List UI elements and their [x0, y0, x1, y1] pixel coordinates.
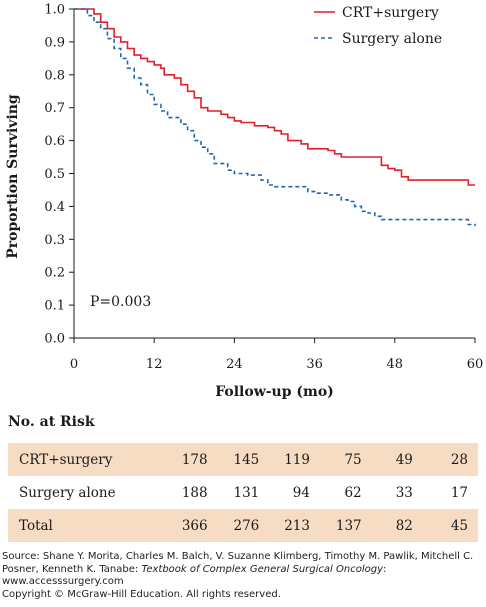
y-axis-title: Proportion Surviving	[5, 94, 21, 259]
source-colon: :	[383, 563, 387, 575]
risk-cell: 213	[259, 509, 310, 542]
y-tick-label: 0.0	[44, 332, 65, 347]
y-tick-label: 0.1	[44, 299, 65, 314]
y-tick-label: 0.6	[44, 134, 65, 149]
risk-cell: 45	[412, 509, 478, 542]
x-tick-label: 60	[467, 357, 484, 372]
risk-cell: 137	[309, 509, 362, 542]
source-authors: Source: Shane Y. Morita, Charles M. Balc…	[2, 551, 474, 575]
risk-cell: 62	[344, 484, 362, 501]
x-tick-label: 36	[306, 357, 323, 372]
y-tick-label: 1.0	[44, 3, 65, 18]
survival-chart: 0.0 0.1 0.2 0.3 0.4 0.5 0.6 0.7 0.8 0.9 1.0 0 12 24 36…	[5, 3, 484, 401]
risk-cell: 82	[361, 509, 413, 542]
source-book-title: Textbook of Complex General Surgical Onc…	[141, 563, 383, 575]
series-line-crt-surgery	[74, 8, 475, 186]
risk-row-total: Total 366 276 213 137 82 45	[8, 509, 478, 542]
risk-cell: 119	[259, 443, 310, 476]
risk-cell: 94	[292, 484, 310, 501]
x-axis-title: Follow-up (mo)	[215, 384, 334, 400]
p-value-annotation: P=0.003	[90, 294, 151, 310]
risk-row-label: Total	[8, 509, 167, 542]
y-tick-label: 0.9	[44, 35, 65, 50]
y-tick-label: 0.8	[44, 68, 65, 83]
risk-row-crt-surgery: CRT+surgery 178 145 119 75 49 28	[8, 443, 478, 476]
risk-cell: 188	[181, 484, 208, 501]
x-tick-label: 48	[387, 357, 404, 372]
risk-row-label: Surgery alone	[19, 484, 116, 501]
y-tick-label: 0.4	[44, 200, 65, 215]
risk-table-title: No. at Risk	[8, 414, 95, 430]
source-url[interactable]: www.accesssurgery.com	[2, 576, 124, 587]
x-tick-label: 24	[226, 357, 243, 372]
risk-row-label: CRT+surgery	[8, 443, 167, 476]
risk-cell: 178	[166, 443, 208, 476]
copyright-notice: Copyright © McGraw-Hill Education. All r…	[2, 588, 281, 600]
risk-cell: 17	[450, 484, 468, 501]
series-line-surgery-alone	[74, 8, 476, 227]
risk-table: CRT+surgery 178 145 119 75 49 28 Surgery…	[8, 443, 478, 542]
risk-cell: 49	[361, 443, 413, 476]
legend-label: CRT+surgery	[342, 5, 439, 21]
x-tick-label: 12	[146, 357, 163, 372]
risk-cell: 33	[395, 484, 413, 501]
y-tick-label: 0.5	[44, 167, 65, 182]
risk-cell: 28	[412, 443, 478, 476]
x-tick-label: 0	[70, 357, 78, 372]
y-tick-label: 0.2	[44, 266, 65, 281]
risk-cell: 75	[309, 443, 362, 476]
y-tick-label: 0.3	[44, 233, 65, 248]
risk-cell: 131	[233, 484, 260, 501]
risk-row-surgery-alone: Surgery alone 188 131 94 62 33 17	[8, 476, 478, 509]
legend-label: Surgery alone	[342, 31, 442, 47]
source-citation: Source: Shane Y. Morita, Charles M. Balc…	[2, 551, 484, 601]
risk-cell: 276	[207, 509, 260, 542]
risk-cell: 366	[166, 509, 208, 542]
y-tick-label: 0.7	[44, 101, 65, 116]
risk-cell: 145	[207, 443, 260, 476]
